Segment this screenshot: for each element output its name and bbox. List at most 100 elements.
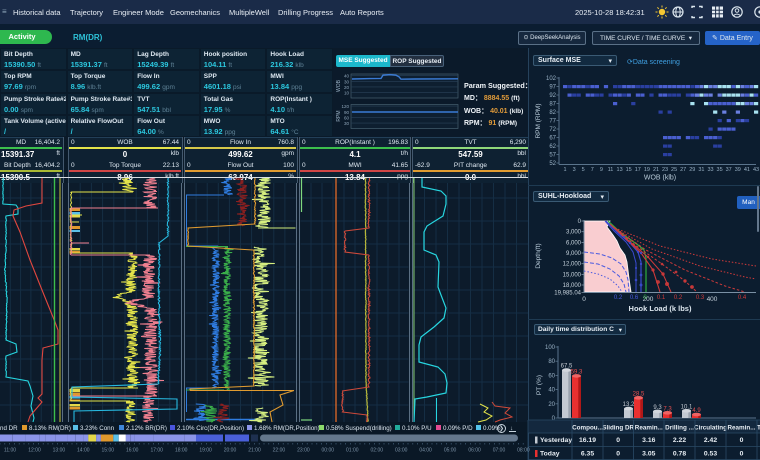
svg-text:7.3: 7.3 xyxy=(663,406,672,412)
svg-text:0: 0 xyxy=(740,451,744,458)
svg-text:67.5: 67.5 xyxy=(561,364,573,370)
svg-text:05:00: 05:00 xyxy=(444,448,457,454)
svg-text:100: 100 xyxy=(545,345,556,351)
svg-text:16:00: 16:00 xyxy=(126,448,139,454)
svg-text:19:00: 19:00 xyxy=(199,448,212,454)
svg-text:21:00: 21:00 xyxy=(248,448,261,454)
svg-text:21: 21 xyxy=(653,167,659,173)
svg-text:20:00: 20:00 xyxy=(224,448,237,454)
svg-text:01:00: 01:00 xyxy=(346,448,359,454)
svg-text:08:00: 08:00 xyxy=(517,448,530,454)
svg-text:3.05: 3.05 xyxy=(642,451,655,458)
svg-text:18,000: 18,000 xyxy=(563,283,582,289)
svg-text:9.3: 9.3 xyxy=(653,405,662,411)
svg-text:11: 11 xyxy=(608,167,614,173)
svg-text:19,985.04: 19,985.04 xyxy=(554,291,581,297)
svg-text:10: 10 xyxy=(344,91,350,96)
svg-text:77: 77 xyxy=(549,119,556,125)
svg-text:WOB: WOB xyxy=(336,79,342,92)
svg-text:2.42: 2.42 xyxy=(704,437,717,444)
svg-text:72: 72 xyxy=(549,127,556,133)
svg-text:00:00: 00:00 xyxy=(322,448,335,454)
svg-text:Sliding DR: Sliding DR xyxy=(602,425,634,432)
svg-text:20: 20 xyxy=(344,85,350,90)
svg-text:0: 0 xyxy=(616,437,620,444)
svg-text:T: T xyxy=(757,425,760,432)
svg-text:3,000: 3,000 xyxy=(566,230,582,236)
svg-text:10.1: 10.1 xyxy=(681,404,693,410)
svg-text:PT (%): PT (%) xyxy=(536,375,543,395)
svg-text:28.5: 28.5 xyxy=(633,391,645,397)
svg-text:Depth(ft): Depth(ft) xyxy=(535,243,542,268)
svg-text:82: 82 xyxy=(549,110,556,116)
svg-text:43: 43 xyxy=(753,167,759,173)
svg-text:17: 17 xyxy=(635,167,641,173)
svg-text:13: 13 xyxy=(617,167,623,173)
svg-text:15,000: 15,000 xyxy=(563,272,582,278)
svg-text:0.2: 0.2 xyxy=(614,295,623,301)
svg-text:03:00: 03:00 xyxy=(395,448,408,454)
svg-text:Circulating: Circulating xyxy=(694,425,727,432)
svg-text:Reamin...: Reamin... xyxy=(728,425,756,432)
svg-text:2.22: 2.22 xyxy=(673,437,686,444)
svg-text:RPM: RPM xyxy=(336,110,342,121)
svg-text:9,000: 9,000 xyxy=(566,251,582,257)
svg-text:0.53: 0.53 xyxy=(704,451,717,458)
svg-text:37: 37 xyxy=(726,167,732,173)
svg-text:120: 120 xyxy=(341,104,349,109)
svg-text:200: 200 xyxy=(643,296,654,303)
svg-text:12,000: 12,000 xyxy=(563,262,582,268)
svg-text:15:00: 15:00 xyxy=(102,448,115,454)
svg-text:22:00: 22:00 xyxy=(273,448,286,454)
svg-text:13.2: 13.2 xyxy=(623,402,635,408)
svg-text:14:00: 14:00 xyxy=(77,448,90,454)
svg-text:67: 67 xyxy=(549,136,556,142)
svg-text:27: 27 xyxy=(680,167,686,173)
svg-text:25: 25 xyxy=(671,167,677,173)
svg-text:0: 0 xyxy=(643,295,647,301)
svg-text:0: 0 xyxy=(582,296,586,303)
svg-text:52: 52 xyxy=(549,161,556,167)
svg-text:400: 400 xyxy=(707,296,718,303)
svg-text:18:00: 18:00 xyxy=(175,448,188,454)
svg-text:9: 9 xyxy=(600,167,603,173)
svg-text:Drilling ...: Drilling ... xyxy=(665,425,694,432)
svg-text:5: 5 xyxy=(582,167,585,173)
svg-text:23: 23 xyxy=(662,167,668,173)
svg-text:0: 0 xyxy=(578,219,582,225)
svg-text:87: 87 xyxy=(549,102,556,108)
svg-text:40: 40 xyxy=(344,74,350,79)
svg-text:7: 7 xyxy=(591,167,594,173)
svg-text:12:00: 12:00 xyxy=(28,448,41,454)
svg-text:80: 80 xyxy=(548,359,555,365)
svg-text:Today: Today xyxy=(540,451,560,458)
svg-text:39: 39 xyxy=(735,167,741,173)
svg-text:35: 35 xyxy=(717,167,723,173)
svg-text:41: 41 xyxy=(744,167,750,173)
svg-text:07:00: 07:00 xyxy=(493,448,506,454)
svg-text:0: 0 xyxy=(552,416,556,422)
svg-text:20: 20 xyxy=(548,402,555,408)
svg-text:62: 62 xyxy=(549,144,556,150)
svg-text:0.6: 0.6 xyxy=(630,295,639,301)
svg-text:0.4: 0.4 xyxy=(738,295,747,301)
svg-text:30: 30 xyxy=(344,79,350,84)
svg-text:13:00: 13:00 xyxy=(53,448,66,454)
svg-text:0.2: 0.2 xyxy=(674,295,683,301)
svg-text:Hook Load (k lbs): Hook Load (k lbs) xyxy=(629,304,692,313)
svg-text:97: 97 xyxy=(549,85,556,91)
svg-text:3.16: 3.16 xyxy=(642,437,655,444)
svg-text:30: 30 xyxy=(344,121,350,126)
svg-text:RPM (RPM): RPM (RPM) xyxy=(535,103,542,138)
svg-text:57: 57 xyxy=(549,153,556,159)
svg-text:Yesterday: Yesterday xyxy=(540,437,572,444)
svg-text:6.35: 6.35 xyxy=(581,451,594,458)
svg-text:06:00: 06:00 xyxy=(468,448,481,454)
svg-text:3: 3 xyxy=(573,167,576,173)
svg-text:29: 29 xyxy=(689,167,695,173)
svg-text:02:00: 02:00 xyxy=(371,448,384,454)
svg-text:60: 60 xyxy=(344,115,350,120)
svg-text:16.19: 16.19 xyxy=(579,437,596,444)
svg-text:59.3: 59.3 xyxy=(571,369,583,375)
svg-text:17:00: 17:00 xyxy=(150,448,163,454)
